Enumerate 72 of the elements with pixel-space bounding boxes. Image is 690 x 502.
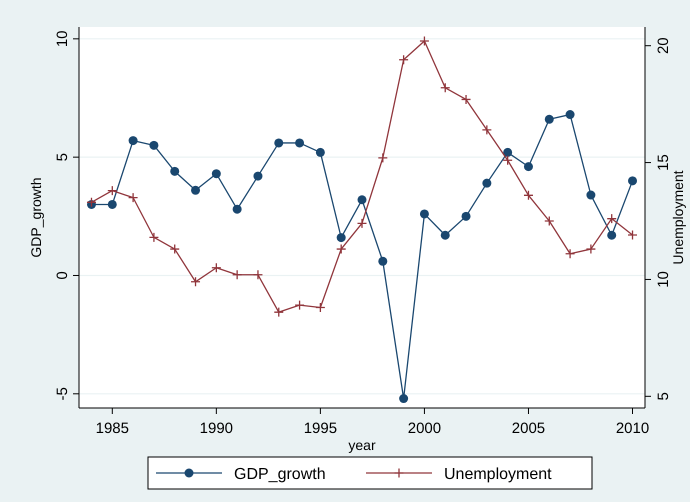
point [586,244,596,254]
y-axis-title: GDP_growth [28,177,44,258]
point [148,232,160,243]
point [128,192,138,203]
x-tick-label: 2010 [616,420,650,437]
point [440,230,450,240]
point [86,197,97,208]
point [606,214,617,224]
point [170,166,180,176]
point [503,148,512,157]
y2-tick-label: 20 [655,37,672,54]
point [253,172,262,181]
point [628,176,638,186]
point [211,262,222,273]
point [295,138,304,148]
point [398,54,409,65]
point [378,152,388,164]
point [524,162,533,172]
point [544,216,554,226]
point [627,230,638,240]
point [108,200,117,209]
y2-tick-label: 5 [655,392,672,400]
point [149,140,158,150]
point [482,124,492,135]
point [336,233,346,242]
point [252,270,264,280]
point [274,307,284,318]
point [566,110,575,120]
x-axis-title: year [348,437,376,453]
point [232,204,242,214]
y-tick-label: 10 [54,30,71,48]
point [294,300,305,310]
y-tick-label: 5 [54,152,71,162]
point [544,114,554,124]
y2-axis-title: Unemployment [670,170,686,265]
x-tick-label: 2005 [512,420,546,437]
point [482,178,492,188]
point [564,248,576,259]
point [399,394,408,404]
y-tick-label: -5 [54,387,71,400]
point [440,82,450,93]
point [170,244,180,254]
x-tick-label: 1985 [96,420,129,437]
point [502,155,513,166]
point [274,138,284,148]
point [460,94,472,105]
point [232,270,242,280]
point [191,186,200,195]
x-tick-label: 1995 [304,420,338,437]
point [607,230,616,240]
point [316,148,325,157]
point [212,169,221,178]
point [128,136,138,146]
point [523,190,534,200]
point [358,195,366,204]
legend-label: GDP_growth [234,466,326,483]
point [107,185,118,196]
point [356,218,368,228]
y2-tick-label: 10 [655,271,672,288]
point [378,256,388,266]
point [462,212,471,221]
point [419,36,430,46]
y-tick-label: 0 [54,271,71,280]
point [420,209,429,218]
point [190,276,201,287]
point [315,302,326,313]
y2-tick-label: 15 [655,154,672,171]
point [586,190,596,200]
x-tick-label: 1990 [200,420,234,437]
legend-label: Unemployment [444,466,552,483]
point [336,244,346,254]
x-tick-label: 2000 [408,420,442,437]
